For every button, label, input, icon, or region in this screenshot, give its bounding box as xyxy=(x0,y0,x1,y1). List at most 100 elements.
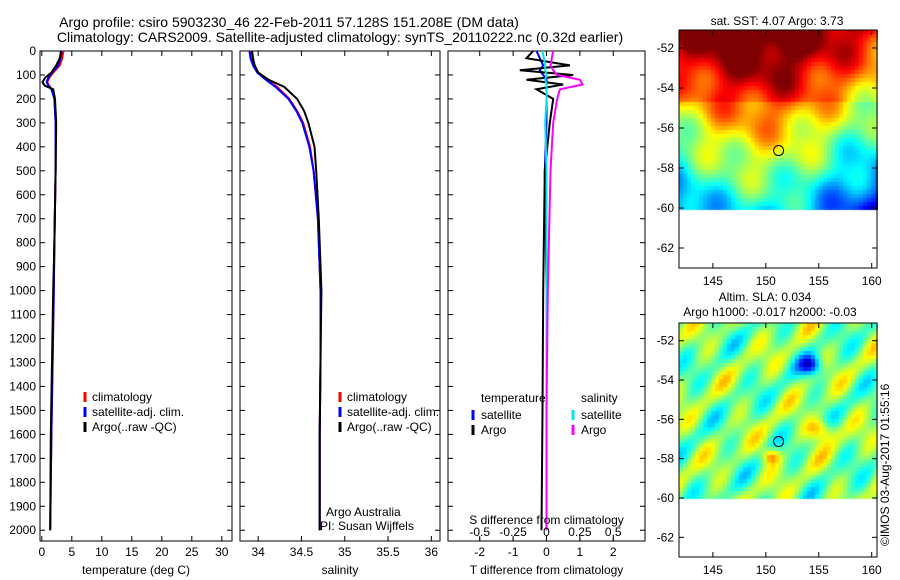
y-tick-label: 1900 xyxy=(9,499,36,513)
s-tick-label: -0.5 xyxy=(469,525,490,539)
y-tick-label: 500 xyxy=(16,164,36,178)
y-tick-label: -58 xyxy=(657,161,675,175)
legend-label: satellite xyxy=(481,408,522,422)
x-tick-label: 145 xyxy=(703,563,723,577)
y-tick-label: 2000 xyxy=(9,523,36,537)
series-line-salinity-argo xyxy=(545,50,585,531)
x-tick-label: -1 xyxy=(508,545,519,559)
legend-title: salinity xyxy=(581,391,618,405)
sst-map-panel: 145 150 155 160 -52 -54 -56 -58 -60 -62 xyxy=(657,29,882,288)
series-line-climatology xyxy=(250,50,322,531)
x-tick-label: 5 xyxy=(68,545,75,559)
legend-label: Argo(..raw -QC) xyxy=(92,420,177,434)
legend-label: climatology xyxy=(92,390,152,404)
y-tick-label: 1700 xyxy=(9,451,36,465)
y-tick-label: 800 xyxy=(16,236,36,250)
legend-label: satellite xyxy=(581,408,622,422)
x-tick-label: 150 xyxy=(756,563,776,577)
y-tick-label: 700 xyxy=(16,212,36,226)
y-tick-label: -56 xyxy=(657,412,675,426)
x-tick-label: 160 xyxy=(862,274,882,288)
imos-credit: ©IMOS 03-Aug-2017 01:55:16 xyxy=(878,383,892,546)
y-tick-label: -56 xyxy=(657,121,675,135)
x-tick-label: -2 xyxy=(474,545,485,559)
y-tick-label: -62 xyxy=(657,241,675,255)
x-axis-label: temperature (deg C) xyxy=(82,563,190,577)
legend-label: Argo(..raw -QC) xyxy=(347,420,432,434)
legend-label: Argo xyxy=(481,423,507,437)
y-tick-label: -52 xyxy=(657,334,675,348)
salinity-panel: 34 34.5 35 35.5 36 salinity climatologysatelli… xyxy=(239,50,441,577)
y-tick-label: -60 xyxy=(657,491,675,505)
series-line-argo-raw-qc- xyxy=(41,50,62,531)
y-tick-label: 1200 xyxy=(9,332,36,346)
x-tick-label: 155 xyxy=(809,274,829,288)
sla-map-title: Altim. SLA: 0.034 xyxy=(719,290,812,304)
y-tick-label: 400 xyxy=(16,140,36,154)
x-tick-label: 35 xyxy=(338,545,352,559)
y-tick-label: 300 xyxy=(16,116,36,130)
y-tick-label: 1400 xyxy=(9,379,36,393)
sst-map-image xyxy=(679,30,878,268)
x-tick-label: 25 xyxy=(185,545,199,559)
x-tick-label: 2 xyxy=(610,545,617,559)
difference-panel: -2 -1 0 1 2 T difference from climatology -0.5… xyxy=(447,50,646,577)
legend-label: satellite-adj. clim. xyxy=(92,405,184,419)
x-tick-label: 0 xyxy=(543,545,550,559)
float-position-marker xyxy=(773,145,785,157)
series-line-salinity-satellite xyxy=(541,50,548,531)
legend-label: Argo xyxy=(581,423,607,437)
x-tick-label: 145 xyxy=(703,274,723,288)
map-frame xyxy=(678,29,878,269)
x-tick-label: 36 xyxy=(425,545,439,559)
y-tick-label: -54 xyxy=(657,373,675,387)
plot-frame xyxy=(239,50,441,542)
y-tick-label: -54 xyxy=(657,81,675,95)
s-axis-label: S difference from climatology xyxy=(469,513,624,527)
y-tick-label: -60 xyxy=(657,201,675,215)
y-tick-label: 1100 xyxy=(10,308,36,322)
temperature-panel: 0100200300400500600700800900100011001200… xyxy=(9,44,233,577)
plot-frame xyxy=(39,50,233,542)
legend-label: satellite-adj. clim. xyxy=(347,405,439,419)
x-tick-label: 1 xyxy=(577,545,584,559)
map-frame xyxy=(678,322,878,558)
x-tick-label: 10 xyxy=(95,545,109,559)
y-tick-label: 1500 xyxy=(9,403,36,417)
x-axis-label: T difference from climatology xyxy=(470,563,624,577)
y-tick-label: 1300 xyxy=(9,355,36,369)
sla-map-panel: 145 150 155 160 -52 -54 -56 -58 -60 -62 xyxy=(657,322,882,577)
float-position-marker xyxy=(773,436,785,448)
x-tick-label: 34 xyxy=(252,545,266,559)
legend-label: climatology xyxy=(347,390,407,404)
s-tick-label: -0.25 xyxy=(499,525,527,539)
s-tick-label: 0 xyxy=(543,525,550,539)
s-tick-label: 0.5 xyxy=(605,525,622,539)
series-line-satellite-adj-clim- xyxy=(248,50,322,531)
x-tick-label: 34.5 xyxy=(290,545,314,559)
y-tick-label: 0 xyxy=(29,44,36,58)
y-tick-label: -58 xyxy=(657,452,675,466)
title-line-2: Climatology: CARS2009. Satellite-adjuste… xyxy=(57,29,623,45)
y-tick-label: 200 xyxy=(16,92,36,106)
x-tick-label: 0 xyxy=(38,545,45,559)
sla-map-subtitle: Argo h1000: -0.017 h2000: -0.03 xyxy=(683,305,857,319)
y-tick-label: 1800 xyxy=(9,475,36,489)
title-line-1: Argo profile: csiro 5903230_46 22-Feb-20… xyxy=(59,14,519,30)
s-tick-label: 0.25 xyxy=(568,525,592,539)
y-tick-label: 100 xyxy=(16,68,36,82)
series-line-temperature-argo xyxy=(519,50,574,531)
y-tick-label: -62 xyxy=(657,530,675,544)
x-axis-label: salinity xyxy=(322,563,359,577)
x-tick-label: 160 xyxy=(862,563,882,577)
annotation-text: PI: Susan Wijffels xyxy=(320,519,414,533)
y-tick-label: -52 xyxy=(657,41,675,55)
series-line-argo-raw-qc- xyxy=(251,50,323,531)
sla-map-image xyxy=(679,323,878,557)
x-tick-label: 20 xyxy=(155,545,169,559)
y-tick-label: 600 xyxy=(16,188,36,202)
x-tick-label: 155 xyxy=(809,563,829,577)
x-tick-label: 35.5 xyxy=(376,545,400,559)
x-tick-label: 15 xyxy=(125,545,139,559)
